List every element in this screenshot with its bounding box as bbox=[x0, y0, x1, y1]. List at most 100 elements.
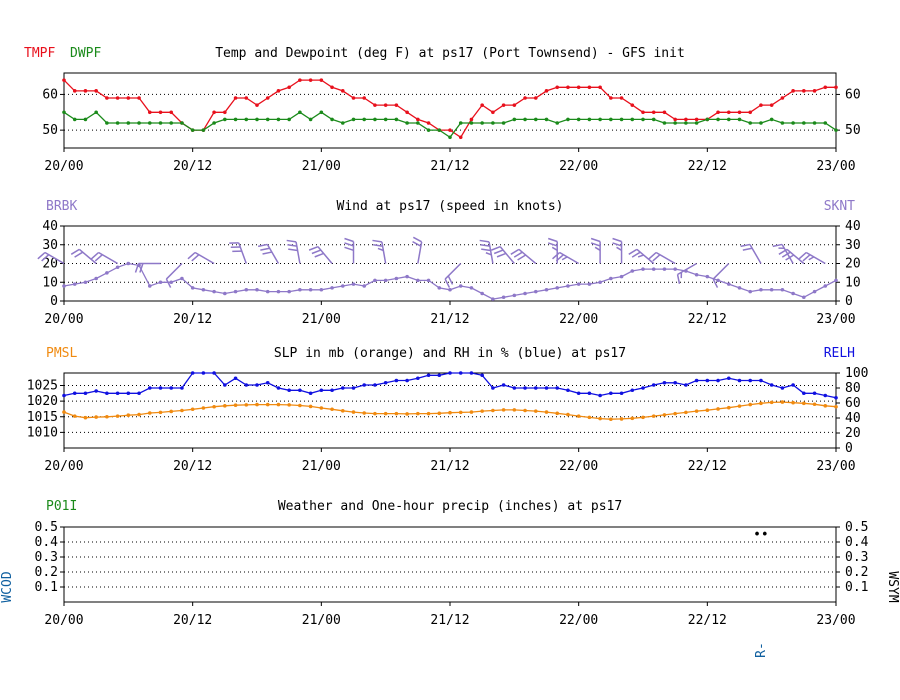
wind-barb-flag bbox=[628, 248, 638, 255]
relh-point bbox=[137, 391, 141, 396]
relh-point bbox=[512, 386, 517, 390]
sknt-point bbox=[512, 293, 517, 298]
dwpf-point bbox=[308, 117, 313, 122]
tmpf-point bbox=[523, 96, 527, 100]
pmsl-point bbox=[748, 402, 753, 407]
wind-barb-flag bbox=[286, 239, 297, 243]
wind-barb bbox=[740, 243, 762, 264]
tmpf-point bbox=[62, 78, 66, 82]
pmsl-point bbox=[223, 404, 227, 408]
relh-point bbox=[201, 371, 206, 375]
sknt-point bbox=[544, 287, 549, 292]
sknt-point bbox=[651, 267, 656, 271]
tmpf-point bbox=[223, 110, 227, 115]
tmpf-point bbox=[555, 85, 560, 90]
wind-barb-flag bbox=[547, 242, 558, 247]
pmsl-point bbox=[480, 409, 484, 413]
wind-y-tick-label: 40 bbox=[42, 219, 58, 234]
tmpf-point bbox=[694, 117, 699, 122]
dwpf-point bbox=[416, 121, 420, 125]
tmpf-point bbox=[426, 121, 431, 125]
sknt-point bbox=[83, 280, 88, 285]
wind-barb-staff bbox=[712, 262, 730, 280]
wind-barb bbox=[612, 237, 623, 264]
wind-barb-flag bbox=[772, 243, 783, 248]
dwpf-point bbox=[298, 110, 302, 115]
tmpf-point bbox=[362, 96, 367, 100]
wind-barb-flag bbox=[510, 248, 520, 255]
wind-barb-flag bbox=[802, 254, 811, 262]
tmpf-point bbox=[94, 89, 98, 93]
pmsl-point bbox=[426, 411, 431, 416]
dwpf-point bbox=[662, 121, 667, 125]
sknt-point bbox=[147, 284, 152, 288]
wind-barb-flag bbox=[373, 244, 383, 247]
wind-barb-staff bbox=[194, 251, 215, 265]
sknt-point bbox=[158, 280, 163, 285]
wind-right-tick-label: 0 bbox=[845, 294, 853, 309]
slp-y-tick-label: 1015 bbox=[27, 410, 58, 425]
wind-barb-flag bbox=[479, 239, 490, 243]
dwpf-point bbox=[802, 121, 806, 125]
wind-barb-flag bbox=[552, 251, 561, 260]
wind-barb bbox=[628, 248, 655, 265]
wind-barb-flag bbox=[70, 248, 80, 255]
relh-point bbox=[448, 371, 452, 375]
wind-barb-flag bbox=[191, 254, 200, 262]
sknt-point bbox=[265, 289, 270, 294]
wind-barb-staff bbox=[805, 251, 826, 265]
temp-x-tick-label: 22/00 bbox=[559, 159, 598, 174]
pmsl-point bbox=[716, 407, 720, 411]
precip-x-tick-label: 21/12 bbox=[430, 613, 469, 628]
sknt-point bbox=[469, 286, 474, 290]
wind-barb-flag bbox=[798, 251, 807, 260]
pmsl-point bbox=[802, 401, 806, 406]
sknt-point bbox=[566, 284, 570, 288]
pmsl-point bbox=[308, 404, 313, 409]
dwpf-point bbox=[641, 117, 645, 122]
relh-point bbox=[802, 391, 806, 396]
pmsl-point bbox=[598, 416, 602, 421]
dwpf-point bbox=[383, 117, 388, 122]
relh-point bbox=[759, 378, 763, 383]
pmsl-point bbox=[641, 415, 645, 420]
relh-point bbox=[791, 383, 795, 387]
wind-barb bbox=[70, 248, 97, 265]
relh-point bbox=[491, 386, 495, 390]
wind-barb-flag bbox=[311, 249, 322, 255]
relh-point bbox=[416, 376, 420, 381]
tmpf-point bbox=[834, 85, 838, 90]
wind-barb-flag bbox=[344, 246, 354, 252]
pmsl-point bbox=[126, 413, 131, 417]
temp-y-tick-label: 60 bbox=[42, 87, 58, 102]
sknt-point bbox=[598, 280, 602, 285]
wind-barb-flag bbox=[412, 236, 423, 243]
pmsl-point bbox=[394, 411, 399, 416]
dwpf-point bbox=[576, 117, 581, 122]
relh-point bbox=[555, 386, 560, 390]
wind-right-tick-label: 10 bbox=[845, 275, 861, 290]
sknt-point bbox=[212, 289, 216, 294]
dwpf-point bbox=[587, 117, 592, 122]
tmpf-point bbox=[287, 85, 291, 90]
relh-point bbox=[587, 391, 592, 396]
sknt-point bbox=[791, 291, 795, 296]
relh-point bbox=[426, 373, 431, 378]
sknt-point bbox=[501, 295, 506, 300]
tmpf-point bbox=[458, 135, 463, 140]
dwpf-point bbox=[180, 121, 184, 125]
dwpf-point bbox=[137, 121, 141, 125]
tmpf-point bbox=[212, 110, 216, 115]
sknt-point bbox=[426, 278, 431, 283]
wind-barb bbox=[257, 243, 280, 264]
wind-barb-flag bbox=[616, 246, 622, 251]
pmsl-point bbox=[448, 410, 452, 415]
weather-code-label: R- bbox=[754, 642, 769, 658]
tmpf-point bbox=[491, 110, 495, 115]
relh-point bbox=[276, 386, 281, 390]
tmpf-point bbox=[791, 89, 795, 93]
precip-y-tick-label: 0.3 bbox=[35, 550, 58, 565]
wind-barb-flag bbox=[652, 254, 661, 262]
dwpf-point bbox=[330, 117, 334, 122]
